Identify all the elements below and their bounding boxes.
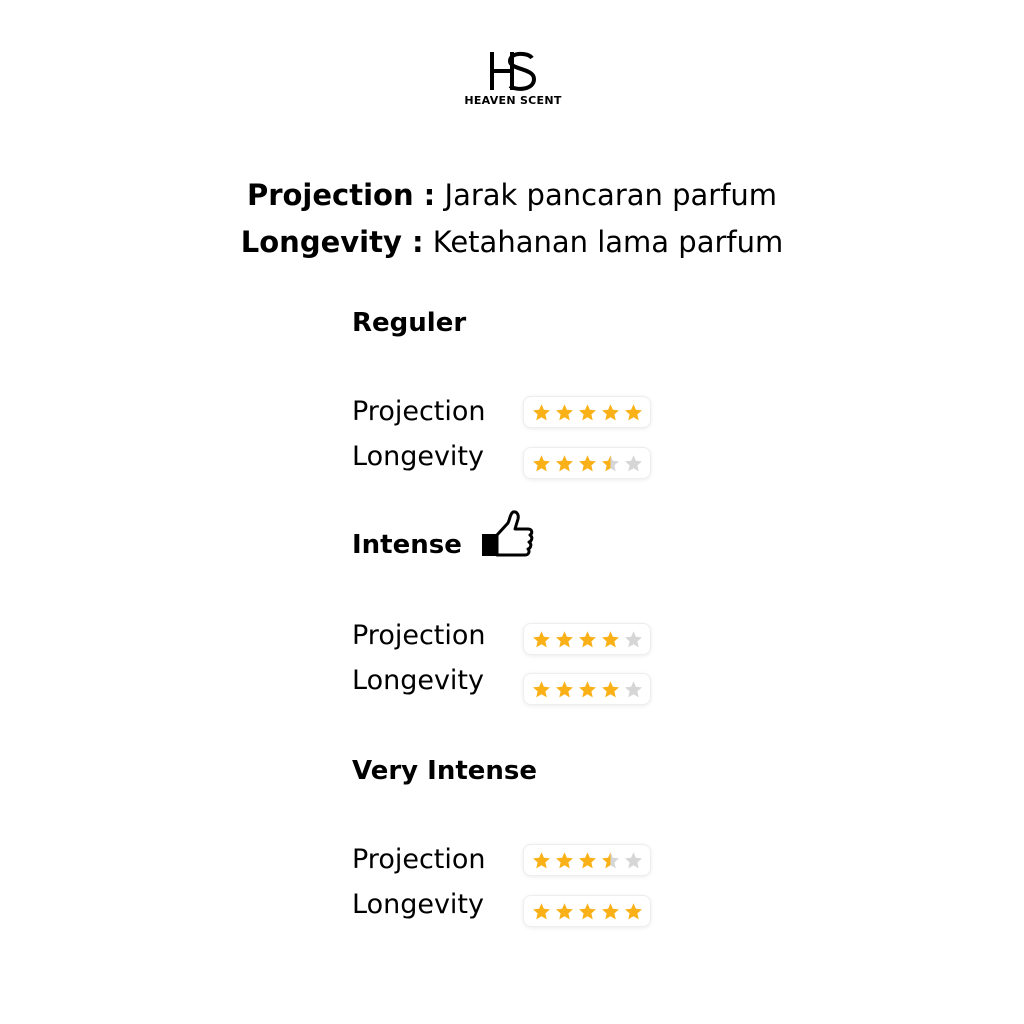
star-filled-icon xyxy=(532,403,550,420)
star-filled-icon xyxy=(532,902,550,919)
star-filled-icon xyxy=(624,403,642,420)
star-rating xyxy=(523,447,651,479)
star-filled-icon xyxy=(555,851,573,868)
section-heading: Very Intense xyxy=(352,756,538,786)
star-filled-icon xyxy=(601,902,619,919)
star-filled-icon xyxy=(555,680,573,697)
star-filled-icon xyxy=(578,851,596,868)
star-filled-icon xyxy=(555,902,573,919)
rating-label: Projection xyxy=(352,396,486,427)
star-filled-icon xyxy=(532,630,550,647)
star-filled-icon xyxy=(555,403,573,420)
star-filled-icon xyxy=(578,902,596,919)
star-filled-icon xyxy=(532,680,550,697)
star-rating xyxy=(523,623,651,655)
rating-label: Longevity xyxy=(352,665,484,696)
star-empty-icon xyxy=(624,851,642,868)
meaning: Ketahanan lama parfum xyxy=(432,225,784,259)
star-rating xyxy=(523,844,651,876)
star-empty-icon xyxy=(624,454,642,471)
star-filled-icon xyxy=(532,454,550,471)
brand-name: HEAVEN SCENT xyxy=(464,94,562,107)
star-filled-icon xyxy=(624,902,642,919)
hs-monogram-logo xyxy=(490,51,537,91)
star-rating xyxy=(523,396,651,428)
star-filled-icon xyxy=(601,680,619,697)
star-filled-icon xyxy=(578,454,596,471)
star-filled-icon xyxy=(532,851,550,868)
star-filled-icon xyxy=(578,630,596,647)
star-filled-icon xyxy=(578,680,596,697)
brand-logo: HEAVEN SCENT xyxy=(455,50,571,107)
section-heading: Intense xyxy=(352,530,462,560)
star-filled-icon xyxy=(578,403,596,420)
rating-label: Longevity xyxy=(352,889,484,920)
star-half-icon xyxy=(601,851,619,868)
term: Longevity : xyxy=(240,225,424,259)
star-filled-icon xyxy=(555,630,573,647)
thumbs-up-icon xyxy=(481,510,534,557)
rating-label: Longevity xyxy=(352,441,484,472)
rating-label: Projection xyxy=(352,844,486,875)
rating-label: Projection xyxy=(352,620,486,651)
star-half-icon xyxy=(601,454,619,471)
star-empty-icon xyxy=(624,680,642,697)
star-rating xyxy=(523,673,651,705)
star-empty-icon xyxy=(624,630,642,647)
section-reguler: Reguler xyxy=(352,308,466,338)
term: Projection : xyxy=(246,178,436,212)
definition-longevity: Longevity : Ketahanan lama parfum xyxy=(0,219,1024,266)
star-filled-icon xyxy=(555,454,573,471)
section-heading: Reguler xyxy=(352,308,467,338)
star-filled-icon xyxy=(601,630,619,647)
definitions: Projection : Jarak pancaran parfum Longe… xyxy=(0,172,1024,266)
section-intense: Intense xyxy=(352,510,534,560)
star-filled-icon xyxy=(601,403,619,420)
meaning: Jarak pancaran parfum xyxy=(444,178,778,212)
section-very-intense: Very Intense xyxy=(352,756,537,786)
star-rating xyxy=(523,895,651,927)
definition-projection: Projection : Jarak pancaran parfum xyxy=(0,172,1024,219)
